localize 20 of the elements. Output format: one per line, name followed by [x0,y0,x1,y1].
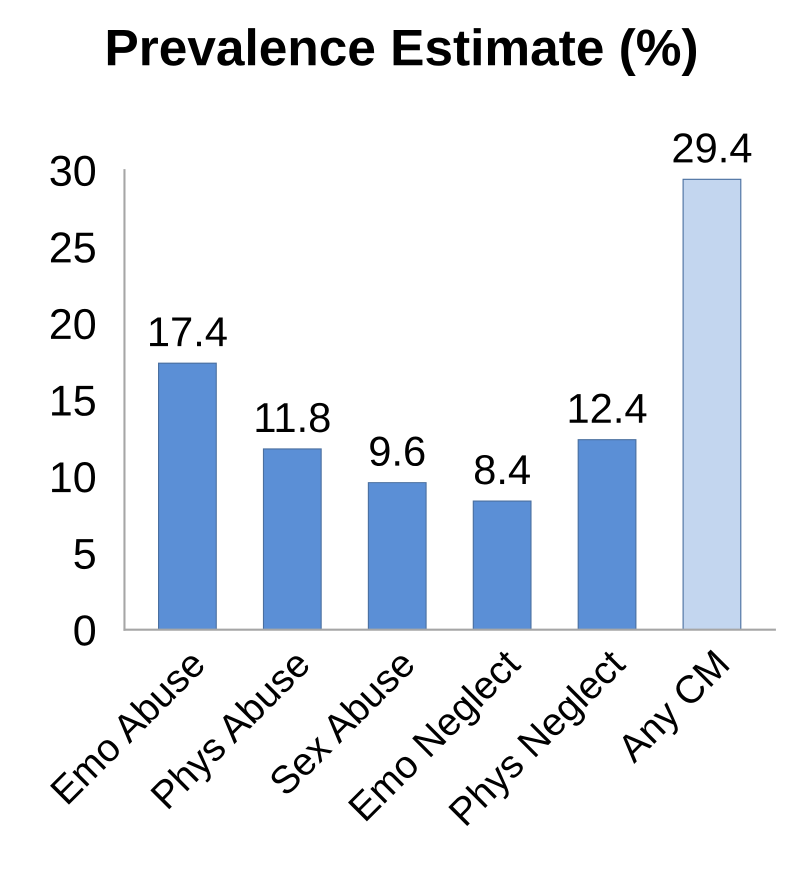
y-tick-label: 25 [50,232,95,263]
data-label: 11.8 [256,402,330,432]
data-label: 12.4 [570,394,646,423]
bar [368,482,427,630]
bar [578,439,636,630]
bar [472,500,532,630]
data-label: 17.4 [150,318,227,346]
data-label: 29.4 [674,133,752,163]
bar [682,178,742,630]
bar [262,448,322,630]
chart-title: Prevalence Estimate (%) [108,28,696,76]
y-tick-label: 5 [74,539,95,570]
data-label: 8.4 [474,454,530,484]
y-tick-label: 10 [52,462,96,493]
y-tick-label: 20 [50,308,96,340]
data-label: 9.6 [370,436,424,466]
y-tick-label: 0 [74,615,96,646]
y-tick-label: 15 [52,386,95,416]
bar [158,362,217,630]
y-tick-label: 30 [50,156,96,186]
